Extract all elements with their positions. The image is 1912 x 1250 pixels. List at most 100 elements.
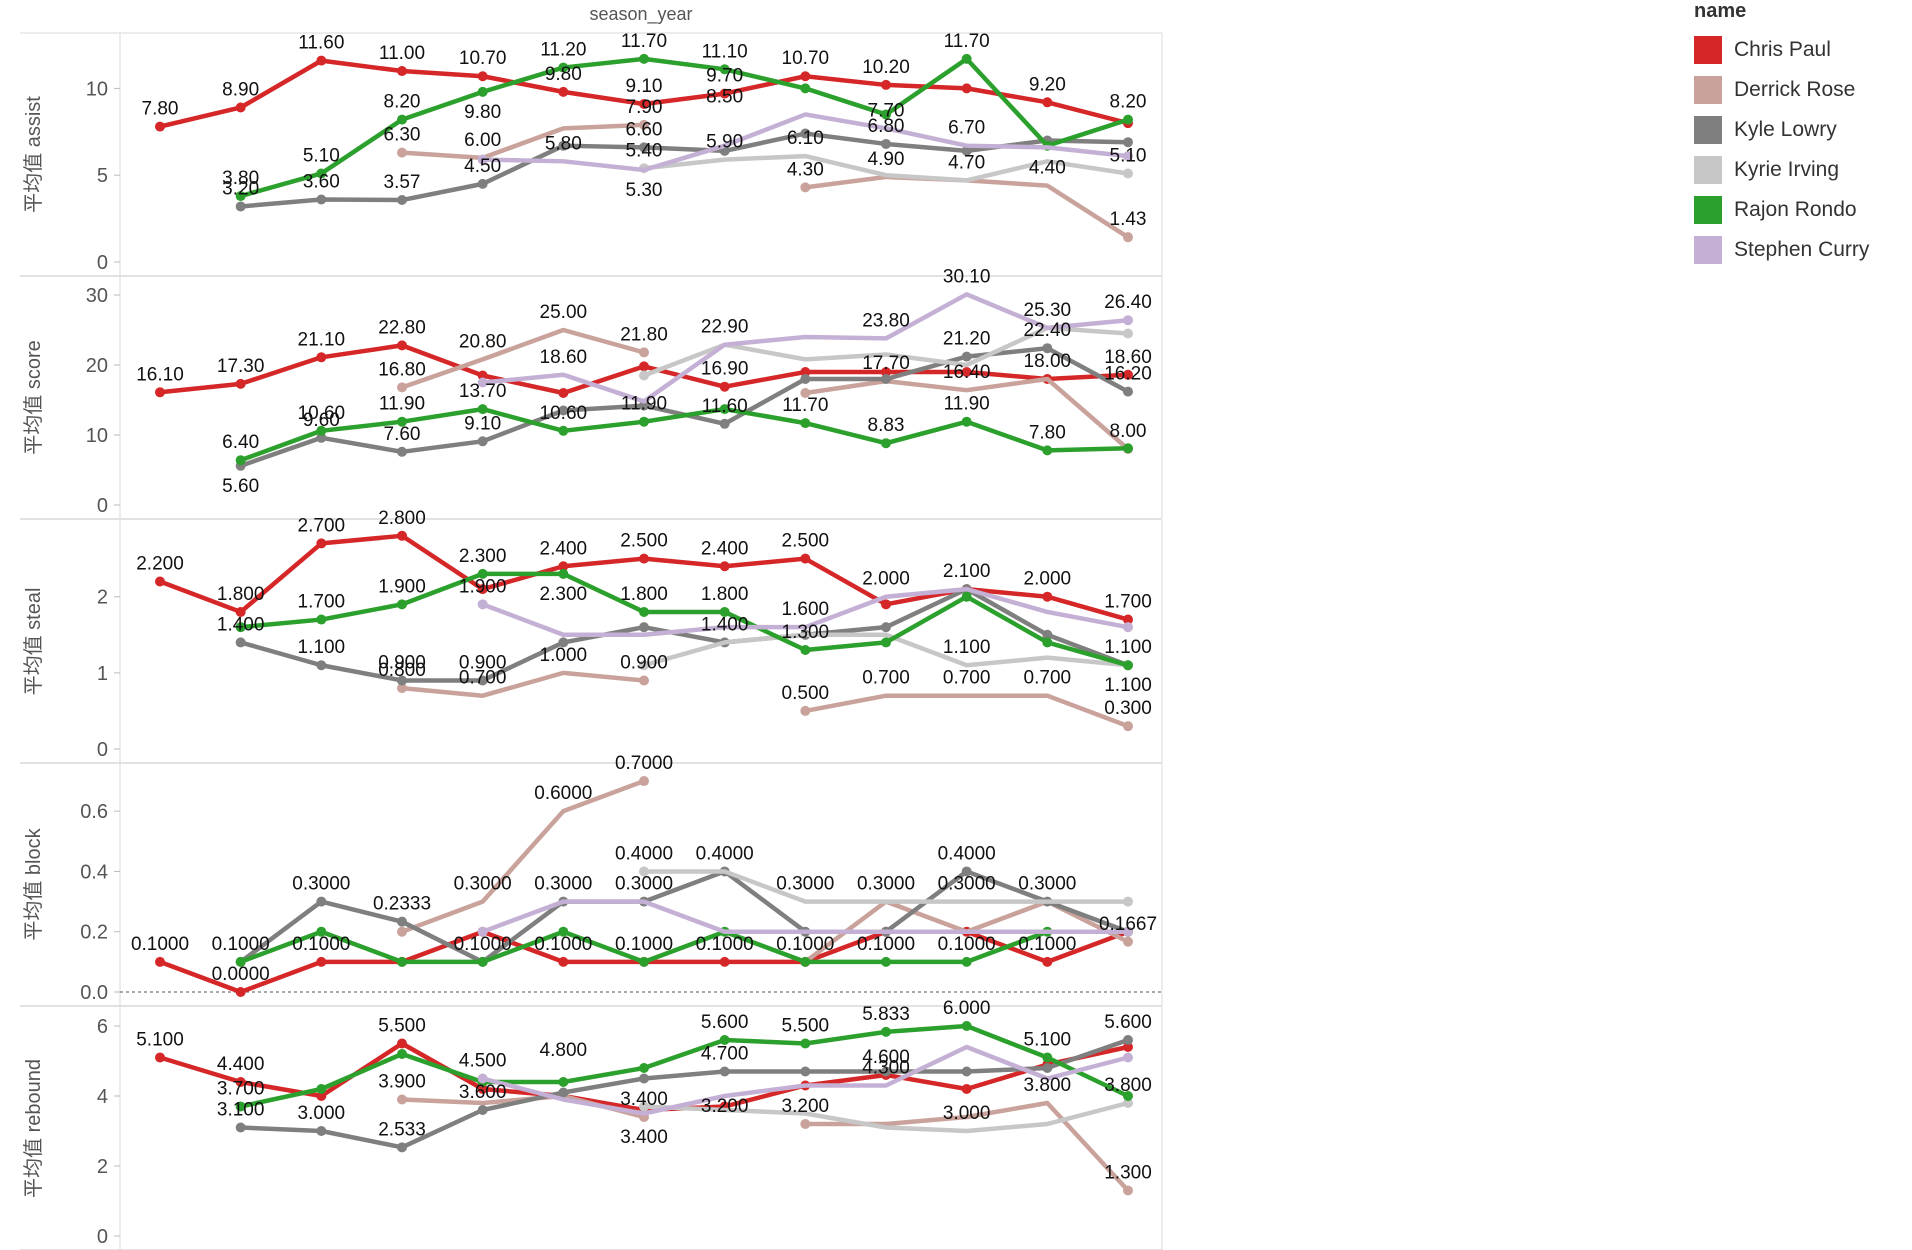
data-point-rajon-rondo: [961, 1021, 972, 1031]
data-point-rajon-rondo: [235, 622, 246, 633]
data-label: 1.900: [378, 576, 426, 597]
data-point-chris-paul: [1123, 1042, 1133, 1052]
data-point-rajon-rondo: [639, 1063, 649, 1073]
data-label: 5.100: [1024, 1030, 1072, 1051]
data-point-rajon-rondo: [800, 645, 811, 656]
y-tick-label: 2: [97, 587, 108, 609]
data-point-rajon-rondo: [961, 416, 972, 427]
data-point-derrick-rose: [1123, 1185, 1133, 1196]
data-label: 3.100: [217, 1100, 265, 1121]
data-label: 1.600: [782, 599, 830, 620]
data-point-kyle-lowry: [558, 1087, 569, 1098]
series-line-rajon-rondo: [238, 929, 1131, 965]
data-point-chris-paul: [639, 553, 649, 564]
data-label: 8.83: [868, 415, 905, 436]
data-point-kyle-lowry: [316, 660, 327, 671]
data-point-kyle-lowry: [316, 194, 327, 205]
data-point-rajon-rondo: [1042, 1052, 1053, 1063]
data-label: 9.80: [545, 64, 582, 85]
data-point-stephen-curry: [477, 599, 488, 610]
data-point-rajon-rondo: [235, 455, 246, 466]
data-label: 1.43: [1110, 209, 1147, 230]
data-point-chris-paul: [477, 1084, 488, 1094]
data-label: 5.500: [378, 1016, 426, 1037]
y-axis-title: 平均值 score: [22, 340, 45, 454]
data-point-derrick-rose: [800, 1119, 811, 1129]
series-line-derrick-rose: [399, 122, 647, 161]
data-point-kyrie-irving: [639, 660, 649, 671]
data-point-rajon-rondo: [719, 64, 730, 75]
x-axis-title: season_year: [589, 4, 692, 25]
legend-item: Rajon Rondo: [1694, 190, 1904, 230]
data-point-chris-paul: [961, 83, 972, 94]
data-label: 4.800: [540, 1040, 588, 1061]
data-label: 0.3000: [776, 874, 834, 895]
series-line-rajon-rondo: [238, 1023, 1131, 1109]
data-label: 3.000: [298, 1103, 346, 1124]
legend: name Chris Paul Derrick Rose Kyle Lowry Kyr…: [1694, 0, 1904, 270]
series-line-kyle-lowry: [238, 586, 1131, 683]
data-point-chris-paul: [155, 956, 165, 967]
series-line-stephen-curry: [480, 292, 1131, 404]
data-label: 11.20: [540, 40, 586, 61]
data-label: 11.70: [944, 31, 990, 52]
data-point-rajon-rondo: [558, 568, 569, 579]
y-axis-title: 平均值 assist: [22, 96, 45, 213]
data-label: 1.700: [1104, 592, 1152, 613]
data-label: 4.50: [464, 156, 501, 177]
data-label: 0.1000: [454, 934, 512, 955]
data-point-rajon-rondo: [1123, 660, 1133, 671]
data-point-chris-paul: [1042, 591, 1053, 602]
data-point-chris-paul: [558, 561, 569, 572]
data-label: 5.600: [701, 1012, 749, 1033]
data-label: 1.300: [1104, 1163, 1152, 1184]
data-point-derrick-rose: [397, 683, 407, 694]
data-point-kyle-lowry: [639, 1073, 649, 1084]
data-point-derrick-rose: [800, 705, 811, 716]
series-line-derrick-rose: [399, 670, 647, 698]
y-tick-label: 0.0: [80, 982, 108, 1004]
data-label: 0.700: [459, 668, 507, 689]
data-label: 2.533: [378, 1119, 426, 1140]
data-label: 3.200: [782, 1096, 830, 1117]
data-label: 21.10: [298, 329, 346, 350]
data-point-rajon-rondo: [477, 568, 488, 579]
data-point-chris-paul: [477, 584, 488, 595]
data-point-chris-paul: [397, 340, 407, 351]
y-tick-label: 4: [97, 1086, 108, 1108]
data-point-chris-paul: [719, 381, 730, 392]
data-point-kyle-lowry: [1123, 137, 1133, 148]
data-point-rajon-rondo: [881, 956, 891, 967]
data-label: 20.80: [459, 331, 507, 352]
data-label: 4.400: [217, 1054, 265, 1075]
data-label: 1.400: [701, 614, 749, 635]
data-label: 0.900: [378, 652, 426, 673]
series-line-kyle-lowry: [238, 131, 1131, 209]
series-line-stephen-curry: [480, 1044, 1131, 1116]
data-label: 26.40: [1104, 292, 1152, 313]
data-point-rajon-rondo: [235, 956, 246, 967]
data-point-chris-paul: [235, 1077, 246, 1087]
series-line-kyrie-irving: [641, 632, 1131, 668]
y-tick-label: 2: [97, 1156, 108, 1178]
legend-label: Stephen Curry: [1734, 238, 1870, 261]
data-label: 3.60: [303, 172, 340, 193]
series-line-stephen-curry: [480, 112, 1131, 173]
data-point-chris-paul: [800, 553, 811, 564]
data-point-kyle-lowry: [1042, 1063, 1053, 1073]
data-label: 2.100: [943, 561, 991, 582]
legend-item: Chris Paul: [1694, 30, 1904, 70]
data-label: 22.90: [701, 317, 749, 338]
data-label: 6.00: [464, 130, 501, 151]
data-label: 8.00: [1110, 421, 1147, 442]
data-point-derrick-rose: [397, 1094, 407, 1105]
data-label: 2.800: [378, 508, 426, 529]
data-label: 16.80: [378, 359, 426, 380]
data-point-chris-paul: [397, 530, 407, 541]
data-label: 30.10: [943, 266, 991, 287]
data-label: 3.000: [943, 1103, 991, 1124]
data-point-chris-paul: [558, 86, 569, 97]
y-tick-label: 10: [86, 78, 108, 100]
data-label: 10.60: [540, 403, 588, 424]
